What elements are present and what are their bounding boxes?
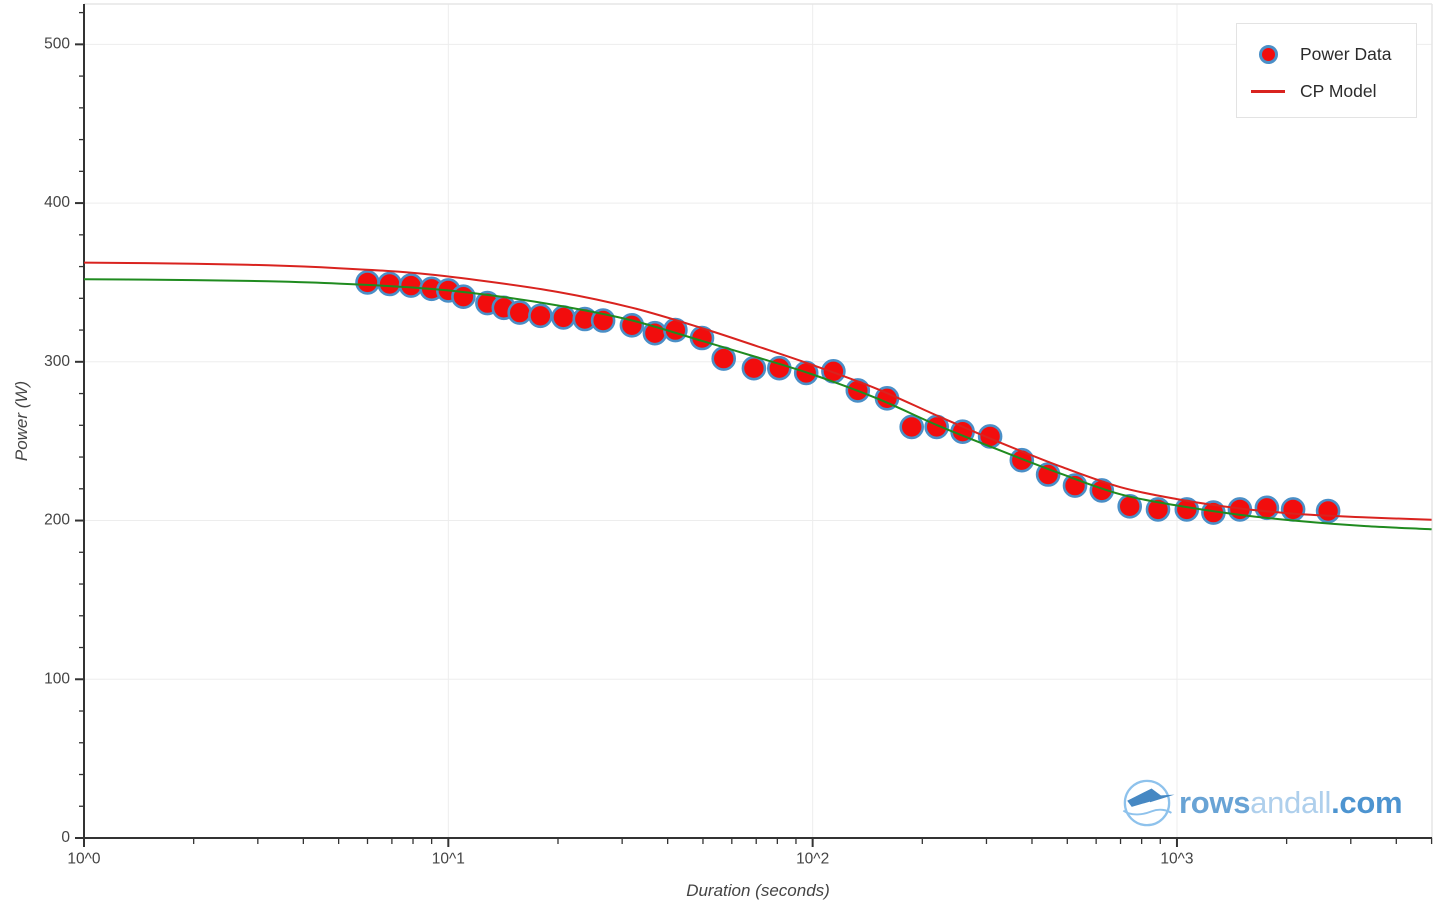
data-point[interactable]	[1315, 498, 1341, 524]
data-point[interactable]	[1117, 493, 1142, 519]
legend: Power Data CP Model	[1236, 23, 1417, 118]
data-point[interactable]	[711, 346, 737, 371]
x-tick-label: 10^1	[432, 850, 465, 867]
data-point[interactable]	[1009, 447, 1035, 473]
rowing-boat-icon	[1122, 779, 1175, 827]
data-point[interactable]	[451, 284, 476, 310]
logo-text-andall: andall	[1250, 785, 1332, 820]
logo-text-com: .com	[1331, 785, 1403, 820]
data-point[interactable]	[1280, 497, 1306, 522]
data-point[interactable]	[507, 300, 533, 325]
cp-model-line	[83, 261, 1432, 521]
y-tick-label: 400	[44, 194, 70, 211]
data-point[interactable]	[766, 355, 792, 381]
x-tick-label: 10^2	[796, 850, 829, 867]
data-point[interactable]	[377, 271, 402, 297]
cp-model-line-icon	[1247, 90, 1289, 93]
x-tick-label: 10^3	[1160, 850, 1193, 867]
y-axis-title: Power (W)	[12, 380, 31, 462]
legend-label-cp-model: CP Model	[1300, 81, 1377, 101]
legend-label-power-data: Power Data	[1300, 44, 1392, 64]
y-tick-label: 500	[44, 35, 70, 52]
legend-item-cp-model[interactable]: CP Model	[1237, 73, 1416, 110]
x-axis-title: Duration (seconds)	[686, 881, 830, 900]
y-tick-label: 300	[44, 353, 70, 370]
legend-item-power-data[interactable]: Power Data	[1237, 36, 1416, 73]
data-point[interactable]	[741, 355, 767, 381]
data-point[interactable]	[551, 305, 576, 330]
data-point[interactable]	[528, 303, 553, 329]
data-point[interactable]	[1035, 462, 1061, 487]
data-point[interactable]	[899, 414, 925, 440]
y-tick-label: 100	[44, 670, 70, 687]
logo-text-rows: rows	[1179, 785, 1251, 820]
data-point[interactable]	[355, 270, 380, 295]
y-tick-label: 0	[61, 829, 70, 846]
y-tick-label: 200	[44, 512, 70, 529]
power-data-marker-icon	[1247, 45, 1289, 64]
rowsandall-logo[interactable]: rowsandall.com	[1118, 772, 1403, 834]
data-point[interactable]	[398, 273, 424, 298]
data-point[interactable]	[1254, 495, 1280, 521]
x-tick-label: 10^0	[67, 850, 101, 867]
fitted-curve-line	[83, 278, 1432, 531]
data-point[interactable]	[1089, 478, 1115, 503]
